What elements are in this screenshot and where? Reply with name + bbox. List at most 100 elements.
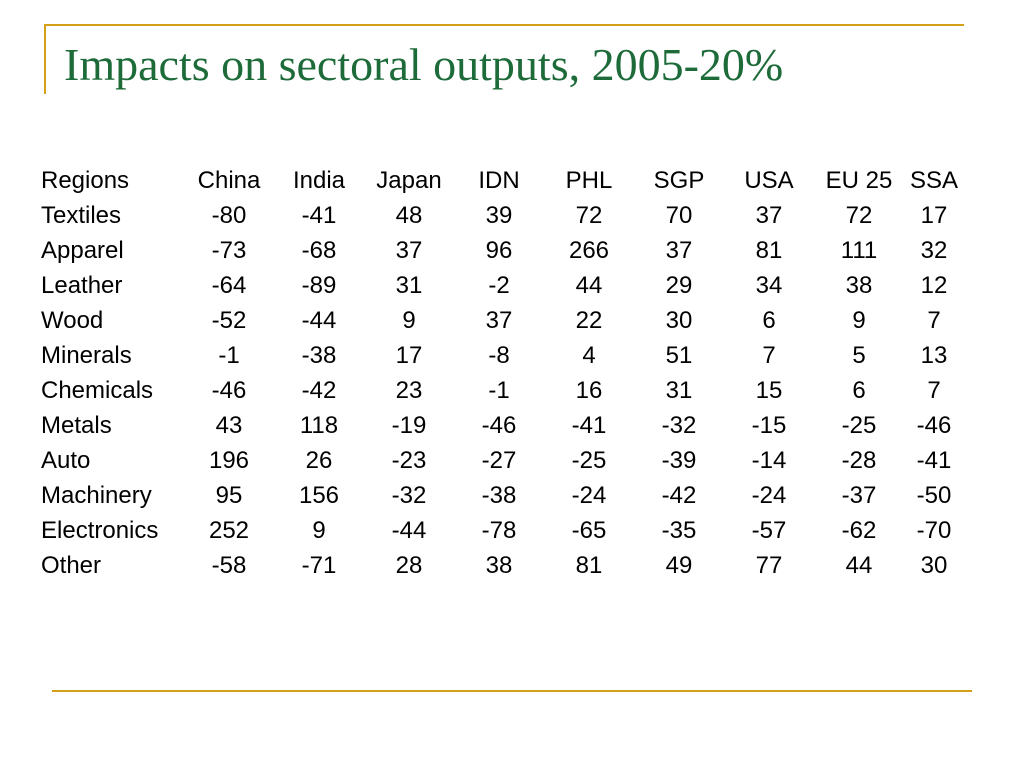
- table-cell: 49: [665, 551, 693, 579]
- table-cell: 6: [852, 376, 866, 404]
- table-cell: 39: [485, 201, 513, 229]
- table-cell: 51: [665, 341, 693, 369]
- table-row: Chemicals -46 -42 23 -1 16 31 15 6 7: [36, 373, 964, 408]
- row-label: Electronics: [41, 516, 159, 544]
- table-cell: -37: [841, 481, 877, 509]
- table-cell: 12: [920, 271, 948, 299]
- table-cell: 111: [840, 236, 878, 264]
- table-cell: -68: [301, 236, 337, 264]
- table-cell: 81: [755, 236, 783, 264]
- table-cell: 7: [762, 341, 776, 369]
- table-cell: 6: [762, 306, 776, 334]
- row-label: Apparel: [41, 236, 124, 264]
- table-cell: 196: [208, 446, 250, 474]
- table-cell: 9: [312, 516, 326, 544]
- table-cell: -25: [841, 411, 877, 439]
- table-cell: 34: [755, 271, 783, 299]
- table-cell: -52: [211, 306, 247, 334]
- column-header: SSA: [909, 166, 959, 194]
- table-cell: -2: [488, 271, 510, 299]
- column-header: India: [292, 166, 346, 194]
- table-cell: -71: [301, 551, 337, 579]
- table-cell: -65: [571, 516, 607, 544]
- table-cell: -42: [661, 481, 697, 509]
- table-row: Leather -64 -89 31 -2 44 29 34 38 12: [36, 268, 964, 303]
- table-cell: 30: [920, 551, 948, 579]
- table-row: Wood -52 -44 9 37 22 30 6 9 7: [36, 303, 964, 338]
- table-cell: 38: [845, 271, 873, 299]
- table-cell: -50: [916, 481, 952, 509]
- column-header: EU 25: [825, 166, 893, 194]
- table-cell: -24: [751, 481, 787, 509]
- table-cell: -62: [841, 516, 877, 544]
- table-cell: -78: [481, 516, 517, 544]
- table-cell: 22: [575, 306, 603, 334]
- table-cell: 7: [927, 306, 941, 334]
- table-row: Minerals -1 -38 17 -8 4 51 7 5 13: [36, 338, 964, 373]
- table-cell: 17: [395, 341, 423, 369]
- table-row: Apparel -73 -68 37 96 266 37 81 111 32: [36, 233, 964, 268]
- table-cell: -24: [571, 481, 607, 509]
- table-cell: 23: [395, 376, 423, 404]
- table-cell: 26: [305, 446, 333, 474]
- row-label: Other: [41, 551, 102, 579]
- table-cell: -27: [481, 446, 517, 474]
- row-label: Machinery: [41, 481, 152, 509]
- table-cell: -58: [211, 551, 247, 579]
- table-cell: 118: [299, 411, 339, 439]
- table-cell: -15: [751, 411, 787, 439]
- table-cell: 37: [665, 236, 693, 264]
- table-cell: -39: [661, 446, 697, 474]
- table-cell: 81: [575, 551, 603, 579]
- column-header: SGP: [653, 166, 705, 194]
- table-cell: 37: [485, 306, 513, 334]
- table-row: Textiles -80 -41 48 39 72 70 37 72 17: [36, 198, 964, 233]
- table-cell: 31: [395, 271, 423, 299]
- table-cell: 9: [402, 306, 416, 334]
- row-label: Chemicals: [41, 376, 154, 404]
- table-row: Metals 43 118 -19 -46 -41 -32 -15 -25 -4…: [36, 408, 964, 443]
- table-cell: -41: [301, 201, 337, 229]
- row-label: Textiles: [41, 201, 122, 229]
- table-cell: 4: [582, 341, 596, 369]
- table-cell: -46: [211, 376, 247, 404]
- table-cell: -1: [218, 341, 240, 369]
- table-cell: -46: [916, 411, 952, 439]
- table-header-row: Regions China India Japan IDN PHL SGP US…: [36, 163, 964, 198]
- table-cell: 17: [920, 201, 948, 229]
- table-cell: 77: [755, 551, 783, 579]
- table-cell: 252: [208, 516, 250, 544]
- column-header: China: [197, 166, 261, 194]
- table-cell: -57: [751, 516, 787, 544]
- table-cell: -19: [391, 411, 427, 439]
- table-cell: 15: [755, 376, 783, 404]
- table-cell: -38: [481, 481, 517, 509]
- table-cell: 156: [298, 481, 340, 509]
- table-cell: -44: [301, 306, 337, 334]
- table-cell: 72: [845, 201, 873, 229]
- table-cell: 13: [920, 341, 948, 369]
- table-cell: -23: [391, 446, 427, 474]
- table-row: Machinery 95 156 -32 -38 -24 -42 -24 -37…: [36, 478, 964, 513]
- table-cell: 44: [575, 271, 603, 299]
- table-cell: 70: [665, 201, 693, 229]
- table-cell: 28: [395, 551, 423, 579]
- table-cell: -41: [571, 411, 607, 439]
- table-cell: 37: [755, 201, 783, 229]
- table-cell: 31: [665, 376, 693, 404]
- table-cell: 9: [852, 306, 866, 334]
- table-cell: -42: [301, 376, 337, 404]
- column-header: Japan: [376, 166, 442, 194]
- table-cell: -46: [481, 411, 517, 439]
- table-cell: 95: [215, 481, 243, 509]
- footer-divider-line: [52, 690, 972, 692]
- row-label: Leather: [41, 271, 123, 299]
- table-row: Electronics 252 9 -44 -78 -65 -35 -57 -6…: [36, 513, 964, 548]
- header-regions-label: Regions: [41, 166, 130, 194]
- table-cell: -32: [661, 411, 697, 439]
- table-cell: -89: [301, 271, 337, 299]
- table-cell: 44: [845, 551, 873, 579]
- row-label: Auto: [41, 446, 91, 474]
- row-label: Wood: [41, 306, 104, 334]
- table-cell: 32: [920, 236, 948, 264]
